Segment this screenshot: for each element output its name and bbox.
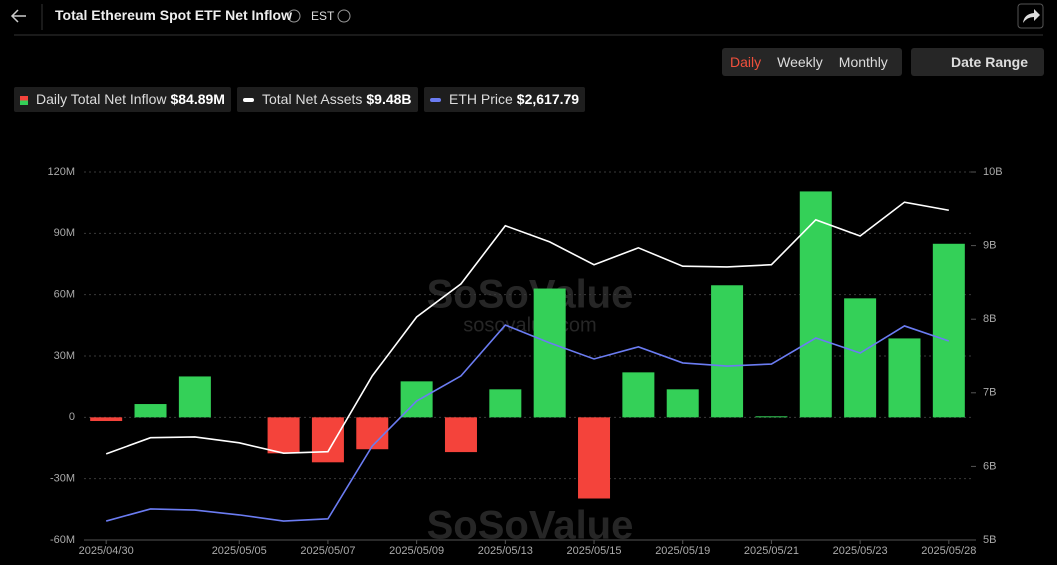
x-tick-label: 2025/05/05 xyxy=(212,545,267,557)
y2-tick-label: 6B xyxy=(983,460,996,472)
bar xyxy=(311,417,344,463)
bar xyxy=(578,417,611,499)
bar xyxy=(932,243,965,418)
x-tick-label: 2025/05/07 xyxy=(300,545,355,557)
period-button[interactable]: Weekly xyxy=(777,54,823,70)
x-tick-label: 2025/05/13 xyxy=(478,545,533,557)
date-range-label: Date Range xyxy=(951,54,1029,70)
x-tick-label: 2025/05/21 xyxy=(744,545,799,557)
y-tick-label: 60M xyxy=(54,289,75,301)
bar xyxy=(711,285,744,418)
bar xyxy=(90,417,123,422)
legend-swatch xyxy=(243,98,254,103)
legend-label: Total Net Assets xyxy=(262,91,363,107)
x-tick-label: 2025/05/09 xyxy=(389,545,444,557)
bar xyxy=(888,338,921,418)
bar xyxy=(134,404,167,418)
y2-tick-label: 9B xyxy=(983,240,996,252)
share-button[interactable] xyxy=(1017,3,1044,29)
y2-tick-label: 10B xyxy=(983,166,1003,178)
line xyxy=(105,324,950,522)
info-icon[interactable] xyxy=(287,9,301,23)
period-toggle: Daily Weekly Monthly xyxy=(722,48,902,76)
info-icon[interactable] xyxy=(337,9,351,23)
period-button[interactable]: Daily xyxy=(730,54,762,70)
x-tick-label: 2025/05/28 xyxy=(921,545,976,557)
y-tick-label: 120M xyxy=(47,166,75,178)
y-tick-label: 30M xyxy=(54,350,75,362)
bar xyxy=(844,298,877,418)
share-icon xyxy=(1023,9,1040,23)
bar xyxy=(267,417,300,454)
title: Total Ethereum Spot ETF Net Inflow xyxy=(55,7,292,23)
y-tick-label: 90M xyxy=(54,227,75,239)
date-range-button[interactable]: Date Range xyxy=(911,48,1044,76)
y-tick-label: -30M xyxy=(50,473,75,485)
y2-tick-label: 5B xyxy=(983,534,996,546)
legend-value: $9.48B xyxy=(366,91,412,107)
x-tick-label: 2025/05/15 xyxy=(566,545,621,557)
y2-tick-label: 8B xyxy=(983,313,996,325)
bar xyxy=(444,417,477,453)
legend-item[interactable]: Daily Total Net Inflow $84.89M xyxy=(14,87,231,112)
x-tick-label: 2025/05/19 xyxy=(655,545,710,557)
bar xyxy=(356,417,389,450)
line xyxy=(105,201,949,455)
legend-item[interactable]: Total Net Assets $9.48B xyxy=(237,87,418,112)
bar xyxy=(533,288,566,418)
bar xyxy=(755,416,788,418)
legend-label: Daily Total Net Inflow xyxy=(36,91,167,107)
watermark: sosovalue.com xyxy=(463,314,596,336)
back-arrow[interactable] xyxy=(10,9,26,23)
legend-swatch xyxy=(430,98,441,103)
bar xyxy=(799,191,832,418)
bar xyxy=(622,372,655,418)
period-button[interactable]: Monthly xyxy=(838,54,888,70)
bar xyxy=(178,376,211,418)
legend-swatch xyxy=(20,95,28,105)
y2-tick-label: 7B xyxy=(983,387,996,399)
legend-item[interactable]: ETH Price $2,617.79 xyxy=(424,87,586,112)
bar xyxy=(489,389,522,418)
legend-label: ETH Price xyxy=(449,91,513,107)
x-tick-label: 2025/05/23 xyxy=(833,545,888,557)
legend-value: $2,617.79 xyxy=(516,91,580,107)
y-tick-label: 0 xyxy=(69,411,75,423)
x-tick-label: 2025/04/30 xyxy=(79,545,134,557)
bar xyxy=(666,389,699,418)
legend-value: $84.89M xyxy=(170,91,225,107)
y-tick-label: -60M xyxy=(50,534,75,546)
watermark: SoSoValue xyxy=(427,504,634,548)
timezone: EST xyxy=(311,9,335,23)
